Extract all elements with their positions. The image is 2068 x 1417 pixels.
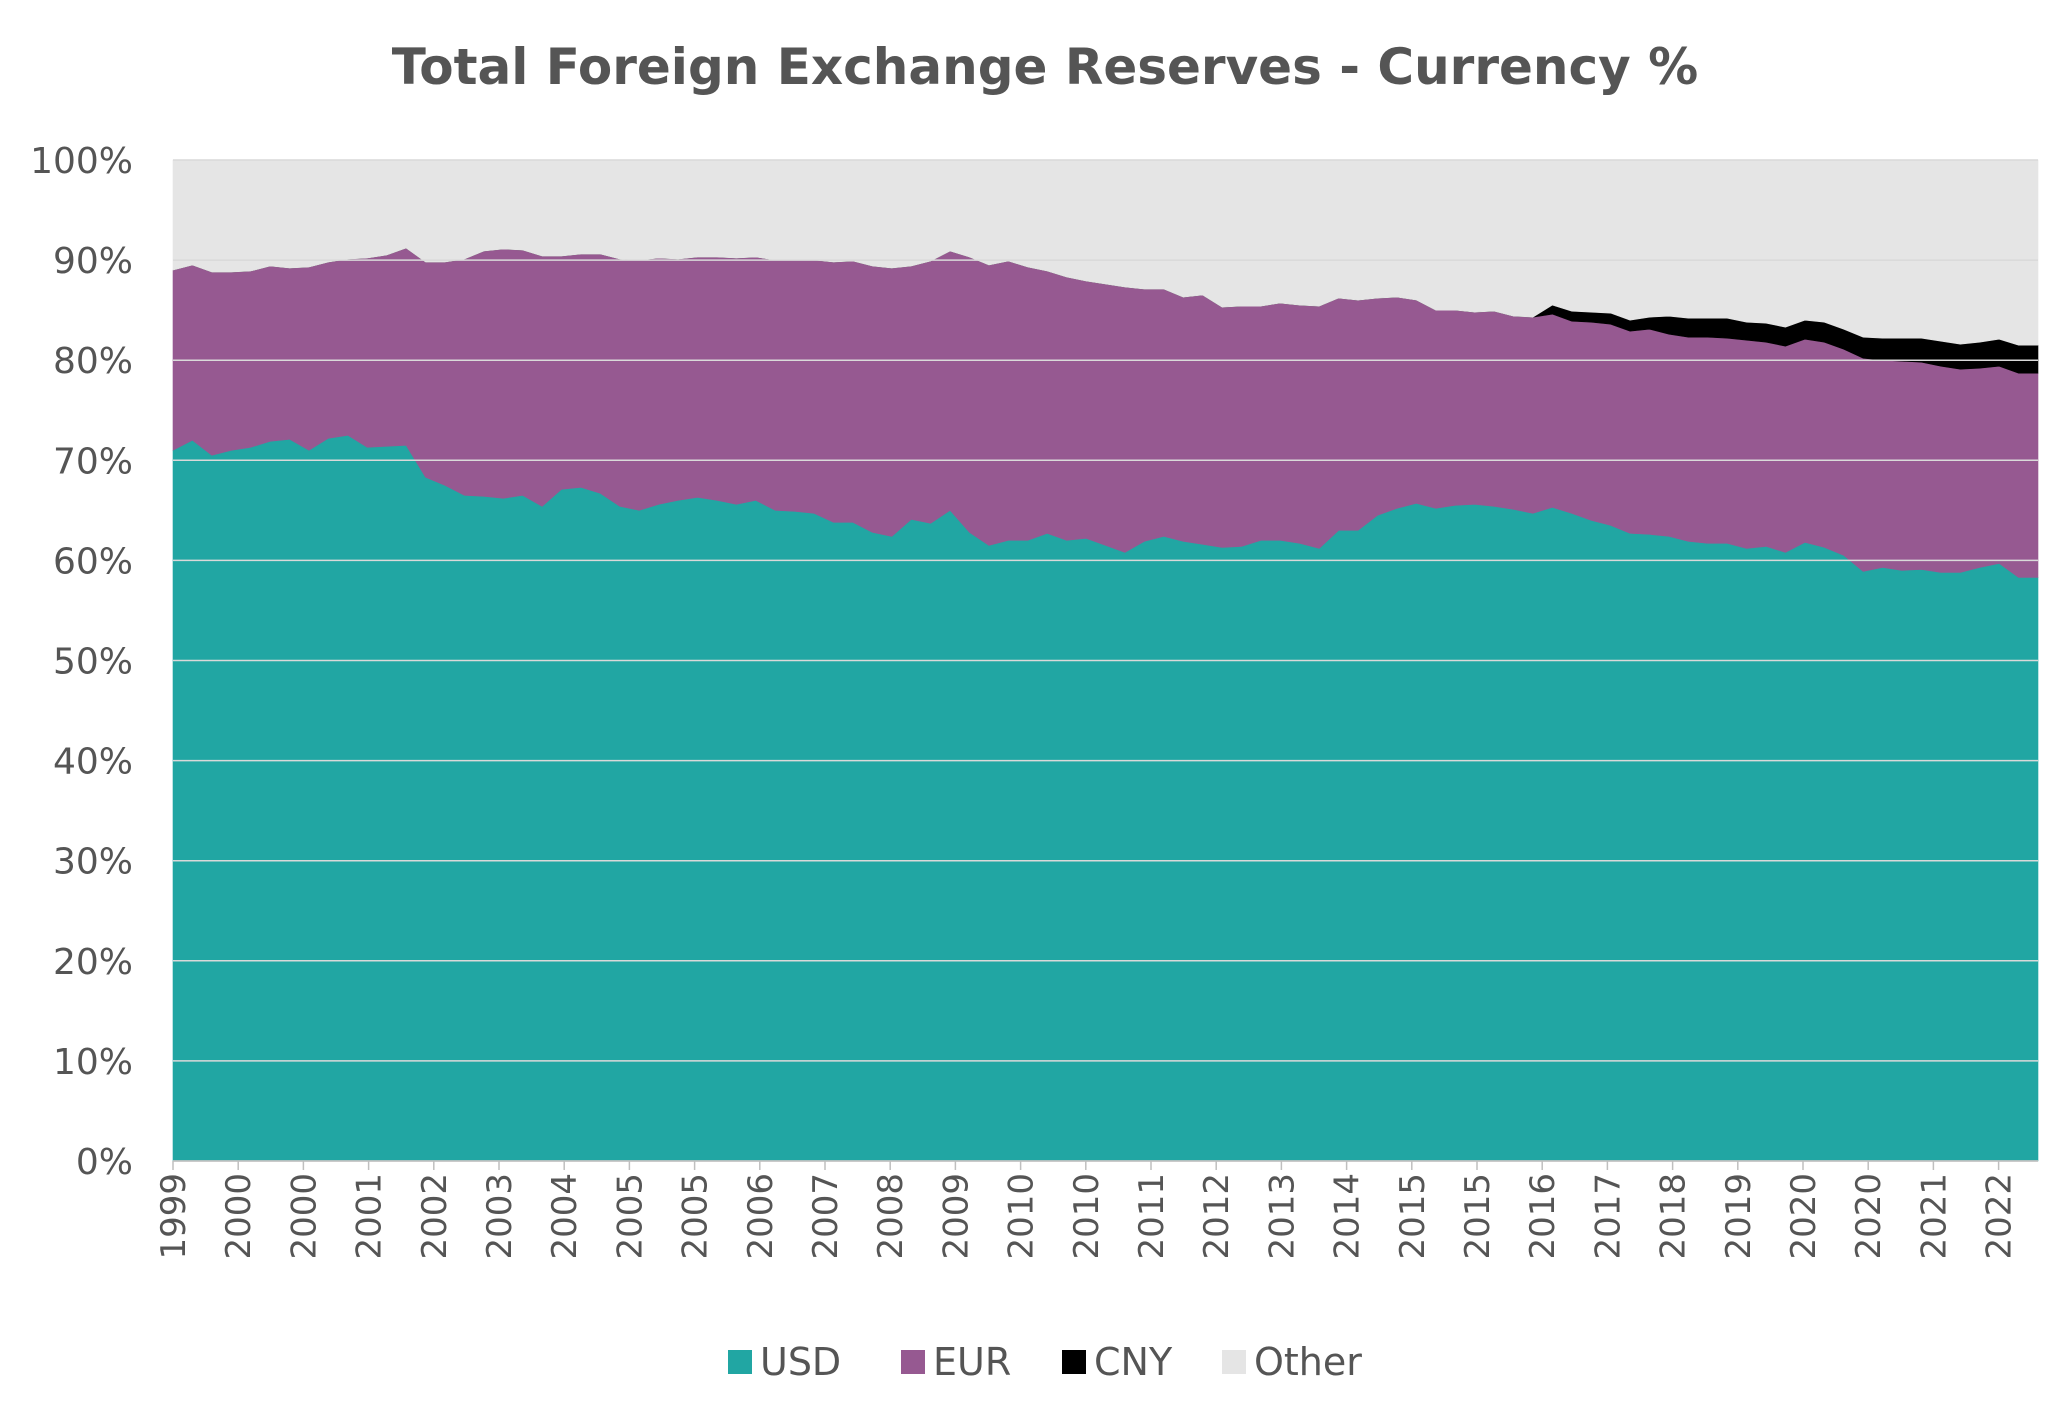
x-tick-label: 2001 (350, 1173, 390, 1260)
y-tick-label: 50% (53, 642, 133, 683)
x-tick-label: 2018 (1654, 1173, 1694, 1260)
x-tick-label: 2019 (1719, 1173, 1759, 1260)
y-tick-label: 30% (53, 842, 133, 883)
legend: USD EUR CNY Other (728, 1340, 1362, 1384)
x-tick-label: 2022 (1980, 1173, 2020, 1260)
x-tick-label: 2010 (1067, 1173, 1107, 1260)
y-tick-label: 40% (53, 742, 133, 783)
y-tick-label: 0% (76, 1142, 133, 1183)
y-tick-label: 100% (30, 141, 133, 182)
x-tick-label: 2005 (676, 1173, 716, 1260)
x-tick-label: 2006 (741, 1173, 781, 1260)
x-tick-label: 2007 (806, 1173, 846, 1260)
x-tick-label: 2000 (284, 1173, 324, 1260)
x-tick-label: 2005 (610, 1173, 650, 1260)
x-tick-label: 2017 (1588, 1173, 1628, 1260)
x-tick-label: 2020 (1784, 1173, 1824, 1260)
legend-label-usd: USD (760, 1340, 841, 1384)
area-series-group (172, 159, 2039, 1162)
x-tick-label: 2000 (219, 1173, 259, 1260)
legend-label-other: Other (1254, 1340, 1362, 1384)
x-tick-label: 2003 (480, 1173, 520, 1260)
x-axis-tick-labels: 1999 2000 2000 2001 2002 2003 2004 2005 2005 2006… (154, 1161, 2020, 1260)
x-tick-label: 2021 (1914, 1173, 1954, 1260)
y-tick-label: 70% (53, 441, 133, 482)
y-axis-tick-labels: 0% 10% 20% 30% 40% 50% 60% 70% 80% 90% 100% (30, 141, 133, 1183)
legend-swatch-eur (901, 1350, 925, 1374)
legend-label-eur: EUR (933, 1340, 1011, 1384)
x-tick-label: 2008 (871, 1173, 911, 1260)
x-tick-label: 2012 (1197, 1173, 1237, 1260)
y-tick-label: 60% (53, 541, 133, 582)
y-tick-label: 90% (53, 241, 133, 282)
x-tick-label: 2010 (1002, 1173, 1042, 1260)
x-tick-label: 2011 (1132, 1173, 1172, 1260)
y-tick-label: 80% (53, 341, 133, 382)
y-tick-label: 10% (53, 1042, 133, 1083)
chart-title: Total Foreign Exchange Reserves - Curren… (392, 38, 1699, 96)
legend-swatch-usd (728, 1350, 752, 1374)
x-tick-label: 2015 (1393, 1173, 1433, 1260)
legend-label-cny: CNY (1094, 1340, 1173, 1384)
x-tick-label: 2004 (545, 1173, 585, 1260)
x-tick-label: 2013 (1262, 1173, 1302, 1260)
x-tick-label: 2020 (1849, 1173, 1889, 1260)
x-tick-label: 2016 (1523, 1173, 1563, 1260)
legend-swatch-cny (1062, 1350, 1086, 1374)
legend-swatch-other (1222, 1350, 1246, 1374)
x-tick-label: 2015 (1458, 1173, 1498, 1260)
x-tick-label: 1999 (154, 1173, 194, 1260)
x-tick-label: 2014 (1328, 1173, 1368, 1260)
gridlines (173, 159, 2038, 1162)
x-tick-label: 2002 (415, 1173, 455, 1260)
x-tick-label: 2009 (936, 1173, 976, 1260)
y-tick-label: 20% (53, 942, 133, 983)
